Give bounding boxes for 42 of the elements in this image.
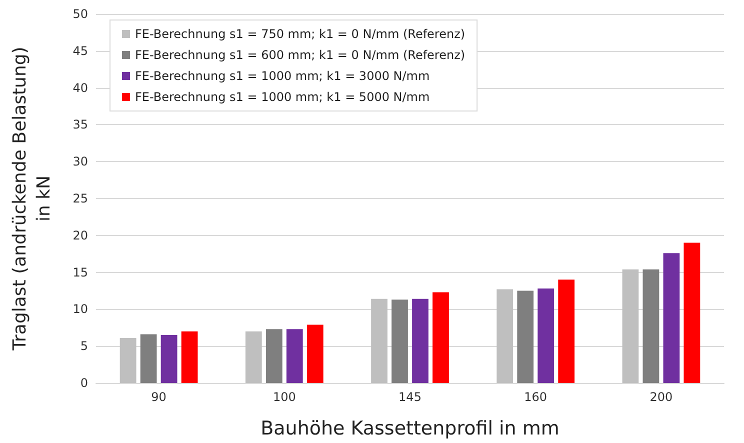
bar xyxy=(140,334,157,383)
y-tick-label: 20 xyxy=(72,228,88,242)
bar xyxy=(663,253,680,383)
y-tick-label: 40 xyxy=(72,80,88,95)
y-tick-label: 35 xyxy=(72,118,88,132)
legend-label: FE-Berechnung s1 = 1000 mm; k1 = 5000 N/mm xyxy=(135,90,430,104)
y-axis-title: Traglast (andrückende Belastung) in kN xyxy=(10,46,54,352)
bar xyxy=(517,290,534,383)
bar xyxy=(684,242,700,383)
legend-label: FE-Berechnung s1 = 600 mm; k1 = 0 N/mm (Referenz) xyxy=(135,48,466,62)
bar xyxy=(538,288,554,383)
y-tick-label: 30 xyxy=(72,154,88,169)
y-tick-label: 0 xyxy=(80,376,88,390)
bar xyxy=(306,324,324,383)
legend-label: FE-Berechnung s1 = 750 mm; k1 = 0 N/mm (Referenz) xyxy=(135,27,466,41)
x-tick-label: 145 xyxy=(398,390,422,404)
bar xyxy=(181,331,198,383)
x-tick-label: 200 xyxy=(650,390,673,404)
y-tick-label: 25 xyxy=(72,192,88,206)
x-tick-label: 90 xyxy=(151,390,166,404)
y-tick-label: 50 xyxy=(72,7,88,21)
bar xyxy=(558,280,575,383)
bar xyxy=(642,269,660,383)
bar xyxy=(245,331,262,383)
bar xyxy=(266,329,282,383)
x-tick-label: 160 xyxy=(524,390,548,404)
y-tick-label: 5 xyxy=(80,339,88,354)
legend-label: FE-Berechnung s1 = 1000 mm; k1 = 3000 N/mm xyxy=(135,69,430,83)
bar xyxy=(432,292,449,383)
y-tick-label: 15 xyxy=(72,265,88,280)
x-tick-label: 100 xyxy=(272,390,296,404)
x-axis-title: Bauhöhe Kassettenprofil in mm xyxy=(260,418,560,440)
bar xyxy=(412,298,428,383)
bar xyxy=(160,335,178,383)
bar xyxy=(392,300,408,383)
bar xyxy=(496,289,514,383)
bar xyxy=(120,338,136,383)
bar xyxy=(622,269,639,383)
y-tick-label: 10 xyxy=(72,302,88,316)
bar xyxy=(371,298,388,383)
y-tick-label: 45 xyxy=(72,44,88,58)
bar xyxy=(286,329,303,383)
